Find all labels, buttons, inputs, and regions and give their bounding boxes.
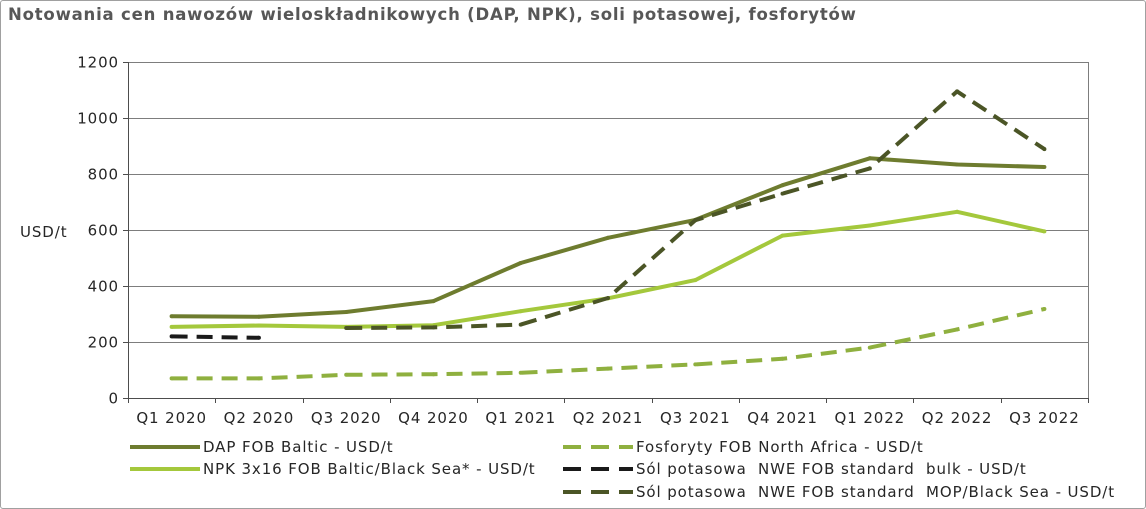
series-line-npk — [171, 209, 1045, 329]
data-point — [256, 323, 261, 328]
data-point — [606, 296, 610, 300]
data-point — [606, 235, 610, 240]
y-tick-label: 800 — [88, 166, 119, 184]
gridlines — [128, 62, 1088, 343]
y-tick-label: 1200 — [77, 54, 119, 72]
x-tick-label: Q1 2021 — [485, 409, 556, 427]
data-point — [867, 156, 872, 161]
data-point — [1042, 307, 1047, 311]
axes: 0 200 400 600 800 1000 1200 Q1 2020 Q2 2020 Q3 20… — [20, 54, 1089, 427]
legend-label: Sól potasowa NWE FOB standard MOP/Black … — [636, 483, 1115, 501]
x-tick-label: Q2 2020 — [224, 409, 295, 427]
legend-label: Sól potasowa NWE FOB standard bulk - USD… — [636, 460, 1027, 478]
data-point — [344, 326, 349, 330]
series-dap — [169, 156, 1047, 319]
y-tick-label: 1000 — [77, 110, 119, 128]
legend-item: Sól potasowa NWE FOB standard bulk - USD… — [563, 460, 1027, 478]
data-point — [518, 322, 523, 327]
data-point — [518, 309, 523, 314]
series-npk — [169, 209, 1047, 329]
y-tick-label: 600 — [88, 222, 119, 240]
data-point — [518, 261, 523, 265]
x-tick-label: Q3 2022 — [1009, 409, 1080, 427]
data-point — [431, 299, 436, 304]
data-point — [169, 324, 174, 329]
data-point — [431, 372, 436, 377]
plot-series — [169, 89, 1047, 381]
data-point — [1042, 147, 1047, 152]
data-point — [780, 356, 785, 361]
data-point — [606, 366, 610, 371]
data-point — [431, 325, 436, 330]
data-point — [1042, 229, 1047, 234]
data-point — [518, 370, 523, 375]
y-axis-label: USD/t — [20, 223, 68, 241]
data-point — [867, 166, 872, 171]
data-point — [344, 310, 349, 314]
data-point — [1042, 165, 1047, 169]
data-point — [169, 334, 174, 339]
data-point — [693, 362, 698, 367]
series-sol-potasowa-bulk — [169, 334, 261, 340]
series-line-sol-potasowa-bulk — [171, 334, 259, 340]
data-point — [867, 223, 872, 228]
data-point — [780, 191, 785, 196]
data-point — [169, 376, 174, 381]
x-tick-label: Q4 2020 — [398, 409, 469, 427]
x-tick-label: Q3 2021 — [660, 409, 731, 427]
x-tick-label: Q1 2022 — [835, 409, 906, 427]
data-point — [256, 314, 261, 319]
legend-item: NPK 3x16 FOB Baltic/Black Sea* - USD/t — [130, 460, 536, 478]
data-point — [780, 233, 785, 238]
x-tick-label: Q3 2020 — [311, 409, 382, 427]
data-point — [780, 183, 785, 188]
data-point — [955, 327, 960, 332]
legend-label: DAP FOB Baltic - USD/t — [203, 438, 394, 456]
y-tick-label: 400 — [88, 278, 119, 296]
data-point — [867, 345, 872, 350]
data-point — [693, 278, 698, 283]
legend-label: Fosforyty FOB North Africa - USD/t — [636, 438, 924, 456]
data-point — [955, 209, 960, 214]
data-point — [256, 376, 261, 381]
y-tick-label: 200 — [88, 334, 119, 352]
series-sol-potasowa-mop — [344, 89, 1047, 330]
legend-label: NPK 3x16 FOB Baltic/Black Sea* - USD/t — [203, 460, 536, 478]
x-tick-label: Q4 2021 — [747, 409, 818, 427]
data-point — [169, 314, 174, 319]
legend: DAP FOB Baltic - USD/t NPK 3x16 FOB Balti… — [130, 438, 1115, 501]
data-point — [344, 372, 349, 377]
legend-item: DAP FOB Baltic - USD/t — [130, 438, 394, 456]
data-point — [256, 335, 261, 340]
data-point — [693, 218, 698, 223]
x-tick-label: Q2 2021 — [573, 409, 644, 427]
x-tick-label: Q2 2022 — [922, 409, 993, 427]
series-fosforyty — [169, 307, 1047, 381]
data-point — [955, 89, 960, 94]
y-tick-label: 0 — [109, 390, 119, 408]
legend-item: Fosforyty FOB North Africa - USD/t — [563, 438, 924, 456]
x-tick-label: Q1 2020 — [136, 409, 207, 427]
data-point — [955, 162, 960, 167]
chart-title: Notowania cen nawozów wieloskładnikowych… — [8, 5, 857, 24]
legend-item: Sól potasowa NWE FOB standard MOP/Black … — [563, 483, 1115, 501]
